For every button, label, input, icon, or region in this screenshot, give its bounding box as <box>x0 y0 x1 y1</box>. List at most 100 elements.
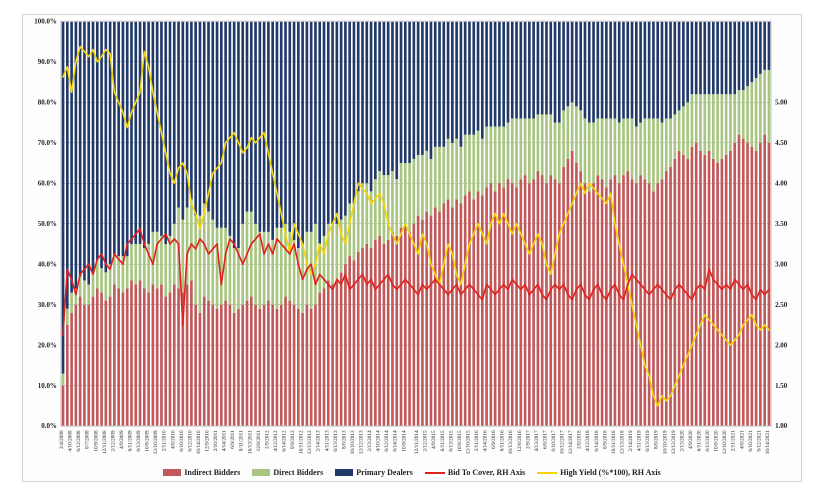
legend: Indirect BiddersDirect BiddersPrimary De… <box>23 466 801 481</box>
bar-primary <box>605 21 608 118</box>
bar-direct <box>618 123 621 184</box>
bar-primary <box>703 21 706 94</box>
bar-primary <box>357 21 360 191</box>
bar-primary <box>708 21 711 94</box>
bar-primary <box>618 21 621 122</box>
bar-direct <box>378 171 381 236</box>
bar-direct <box>442 147 445 204</box>
bar-indirect <box>75 305 78 426</box>
left-tick-label: 60.0% <box>38 179 57 187</box>
bar-primary <box>164 21 167 244</box>
bar-indirect <box>378 236 381 426</box>
bar-indirect <box>301 313 304 426</box>
bar-indirect <box>558 183 561 426</box>
bar-direct <box>703 94 706 155</box>
bar-direct <box>524 118 527 175</box>
bar-indirect <box>442 203 445 426</box>
bar-indirect <box>199 313 202 426</box>
bar-primary <box>468 21 471 134</box>
bar-indirect <box>370 248 373 426</box>
bar-primary <box>92 21 95 272</box>
bar-direct <box>716 94 719 163</box>
x-tick-label: 4/8/2021 <box>739 430 745 449</box>
bar-indirect <box>267 301 270 427</box>
bar-primary <box>750 21 753 82</box>
bar-primary <box>365 21 368 183</box>
bar-indirect <box>421 220 424 426</box>
bar-indirect <box>430 216 433 427</box>
bar-primary <box>254 21 257 223</box>
x-tick-label: 6/13/2013 <box>333 430 339 452</box>
x-tick-label: 12/11/2014 <box>414 430 420 454</box>
bar-direct <box>490 127 493 184</box>
bar-indirect <box>83 305 86 426</box>
bar-direct <box>708 94 711 151</box>
bar-primary <box>665 21 668 118</box>
bar-primary <box>280 21 283 227</box>
bar-primary <box>502 21 505 126</box>
bar-primary <box>485 21 488 126</box>
bar-primary <box>519 21 522 118</box>
bar-indirect <box>374 240 377 426</box>
bar-direct <box>648 118 651 183</box>
bar-indirect <box>524 175 527 426</box>
x-tick-label: 8/12/2010 <box>187 430 193 452</box>
bar-indirect <box>344 264 347 426</box>
bar-direct <box>374 179 377 240</box>
bar-indirect <box>79 297 82 427</box>
x-tick-label: 8/9/2012 <box>290 430 296 449</box>
x-tick-label: 2/11/2016 <box>474 430 480 451</box>
x-tick-label: 4/8/2010 <box>170 430 176 449</box>
bar-direct <box>263 232 266 305</box>
bar-indirect <box>100 293 103 427</box>
bar-primary <box>678 21 681 110</box>
x-tick-label: 8/14/2014 <box>393 430 399 452</box>
bar-indirect <box>763 135 766 426</box>
bar-primary <box>353 21 356 203</box>
bar-primary <box>507 21 510 122</box>
bar-primary <box>241 21 244 223</box>
x-tick-label: 4/9/2020 <box>688 430 694 449</box>
bar-primary <box>648 21 651 118</box>
bar-direct <box>250 212 253 297</box>
bar-indirect <box>656 183 659 426</box>
bar-primary <box>177 21 180 207</box>
bar-direct <box>430 159 433 216</box>
x-tick-label: 6/12/2008 <box>76 430 82 452</box>
bar-direct <box>614 118 617 175</box>
bar-primary <box>79 21 82 276</box>
bar-indirect <box>169 293 172 427</box>
right-tick-label: 4.00 <box>775 179 788 187</box>
x-tick-label: 4/11/2013 <box>324 430 330 451</box>
bar-indirect <box>733 143 736 426</box>
bar-primary <box>682 21 685 106</box>
bar-primary <box>370 21 373 191</box>
x-tick-label: 8/11/2016 <box>500 430 506 451</box>
bar-direct <box>139 244 142 280</box>
x-tick-label: 12/10/2015 <box>466 430 472 454</box>
x-tick-label: 10/11/2012 <box>299 430 305 454</box>
bar-indirect <box>716 163 719 426</box>
bar-indirect <box>549 175 552 426</box>
bar-primary <box>661 21 664 122</box>
bar-direct <box>455 139 458 200</box>
bar-primary <box>374 21 377 179</box>
bar-indirect <box>665 171 668 426</box>
bar-direct <box>357 191 360 252</box>
bar-primary <box>635 21 638 126</box>
bar-direct <box>425 151 428 212</box>
bar-primary <box>404 21 407 163</box>
bar-direct <box>661 123 664 180</box>
bar-primary <box>537 21 540 114</box>
bar-primary <box>511 21 514 118</box>
x-tick-label: 2/10/2011 <box>213 430 219 451</box>
bar-primary <box>169 21 172 236</box>
bar-primary <box>323 21 326 236</box>
x-tick-label: 12/10/2020 <box>722 430 728 454</box>
bar-indirect <box>216 309 219 426</box>
bar-direct <box>220 228 223 305</box>
x-tick-label: 2/11/2010 <box>162 430 168 451</box>
bar-indirect <box>537 171 540 426</box>
x-tick-label: 10/10/2019 <box>662 430 668 454</box>
bar-direct <box>464 135 467 196</box>
